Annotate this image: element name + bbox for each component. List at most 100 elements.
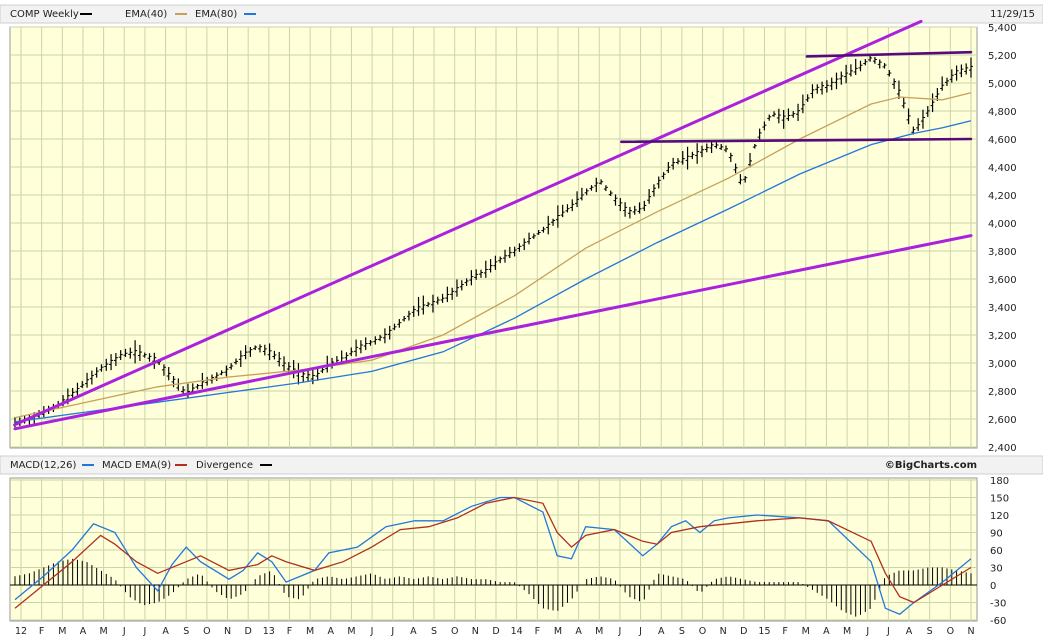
trendline-lower-channel: [13, 234, 973, 431]
macd-y-tick-label: 90: [990, 529, 1003, 540]
x-tick-label: F: [782, 626, 787, 637]
x-tick-label: J: [618, 626, 622, 637]
macd-plot-area: [14, 496, 972, 617]
macd-y-axis: 180 150 120 90 60 30 0 -30 -60: [990, 476, 1009, 627]
x-tick-label: J: [886, 626, 890, 637]
trendline-resistance-5200: [805, 50, 973, 58]
x-tick-label: J: [370, 626, 374, 637]
macd-y-tick-label: 30: [990, 564, 1003, 575]
price-y-tick-label: 5,000: [988, 79, 1017, 90]
price-plot-area: [13, 19, 973, 431]
x-tick-label: O: [947, 626, 954, 637]
x-tick-label: N: [720, 626, 727, 637]
macd-ema-line: [14, 496, 972, 609]
x-tick-label: M: [843, 626, 851, 637]
symbol-legend-swatch: [80, 13, 92, 15]
macd-panel: 180 150 120 90 60 30 0 -30 -60: [9, 476, 1009, 627]
price-y-tick-label: 3,200: [988, 331, 1017, 342]
price-y-tick-label: 2,800: [988, 387, 1017, 398]
x-tick-label: J: [638, 626, 642, 637]
price-y-tick-label: 4,000: [988, 219, 1017, 230]
symbol-label: COMP Weekly: [10, 9, 79, 20]
macd-y-tick-label: 60: [990, 546, 1003, 557]
x-tick-label: O: [699, 626, 706, 637]
credit-label: ©BigCharts.com: [885, 460, 977, 471]
price-y-tick-label: 4,600: [988, 135, 1017, 146]
x-tick-label: F: [287, 626, 292, 637]
macd-ema-legend-swatch: [175, 464, 187, 466]
trendline-upper-channel: [13, 19, 923, 427]
x-tick-label: F: [39, 626, 44, 637]
x-tick-label: 15: [758, 626, 770, 637]
x-tick-label: S: [679, 626, 685, 637]
x-tick-label: 14: [511, 626, 523, 637]
price-y-tick-label: 3,800: [988, 247, 1017, 258]
x-tick-label: N: [224, 626, 231, 637]
x-tick-label: A: [80, 626, 87, 637]
price-y-tick-label: 5,200: [988, 51, 1017, 62]
x-tick-label: M: [306, 626, 314, 637]
x-tick-label: S: [927, 626, 933, 637]
price-y-tick-label: 2,600: [988, 415, 1017, 426]
trendline-support-4600: [620, 137, 973, 144]
divergence-legend-swatch: [260, 464, 272, 466]
x-tick-label: J: [865, 626, 869, 637]
macd-y-tick-label: 120: [990, 511, 1009, 522]
divergence-label: Divergence: [196, 460, 253, 471]
x-tick-label: J: [390, 626, 394, 637]
x-tick-label: D: [740, 626, 747, 637]
price-y-axis: 5,400 5,200 5,000 4,800 4,600 4,400 4,200 4,000…: [988, 23, 1017, 454]
x-tick-label: S: [431, 626, 437, 637]
price-y-tick-label: 4,800: [988, 107, 1017, 118]
ema40-line: [14, 92, 972, 419]
x-tick-label: M: [58, 626, 66, 637]
x-tick-label: D: [245, 626, 252, 637]
macd-y-tick-label: 0: [990, 581, 996, 592]
price-header-bar: [0, 4, 1043, 24]
x-tick-label: A: [410, 626, 417, 637]
x-tick-label: 13: [263, 626, 275, 637]
ema40-label: EMA(40): [125, 9, 167, 20]
x-tick-label: F: [535, 626, 540, 637]
chart-date: 11/29/15: [990, 9, 1035, 20]
x-tick-label: A: [906, 626, 913, 637]
price-panel: 5,400 5,200 5,000 4,800 4,600 4,400 4,200 4,000…: [9, 19, 1017, 454]
x-tick-label: A: [658, 626, 665, 637]
x-tick-label: M: [554, 626, 562, 637]
x-tick-label: M: [595, 626, 603, 637]
price-y-tick-label: 3,000: [988, 359, 1017, 370]
macd-y-tick-label: 150: [990, 494, 1009, 505]
ema80-legend-swatch: [244, 13, 256, 15]
x-tick-label: N: [472, 626, 479, 637]
macd-header-bar: [0, 455, 1043, 475]
x-tick-label: A: [823, 626, 830, 637]
x-tick-label: O: [451, 626, 458, 637]
x-tick-label: N: [967, 626, 974, 637]
macd-ema-label: MACD EMA(9): [102, 460, 171, 471]
x-tick-label: A: [575, 626, 582, 637]
x-tick-label: S: [183, 626, 189, 637]
x-tick-label: O: [203, 626, 210, 637]
x-tick-label: A: [162, 626, 169, 637]
macd-y-tick-label: 180: [990, 476, 1009, 487]
x-tick-label: 12: [15, 626, 27, 637]
x-tick-label: M: [100, 626, 108, 637]
macd-label: MACD(12,26): [10, 460, 77, 471]
price-y-tick-label: 3,400: [988, 303, 1017, 314]
x-tick-label: M: [347, 626, 355, 637]
macd-y-tick-label: -60: [990, 616, 1006, 627]
x-tick-label: D: [492, 626, 499, 637]
macd-y-tick-label: -30: [990, 599, 1006, 610]
price-y-tick-label: 4,200: [988, 191, 1017, 202]
macd-line: [14, 496, 972, 615]
ema40-legend-swatch: [175, 13, 187, 15]
macd-legend-swatch: [82, 464, 94, 466]
x-tick-label: A: [328, 626, 335, 637]
x-axis: 12 F M A M J J A S O N D 13 F M A M J J A S O N D 14 F M A M J J A S O N D 1…: [15, 626, 975, 637]
price-y-tick-label: 4,400: [988, 163, 1017, 174]
price-y-tick-label: 2,400: [988, 443, 1017, 454]
x-tick-label: M: [802, 626, 810, 637]
price-y-tick-label: 5,400: [988, 23, 1017, 34]
x-tick-label: J: [122, 626, 126, 637]
